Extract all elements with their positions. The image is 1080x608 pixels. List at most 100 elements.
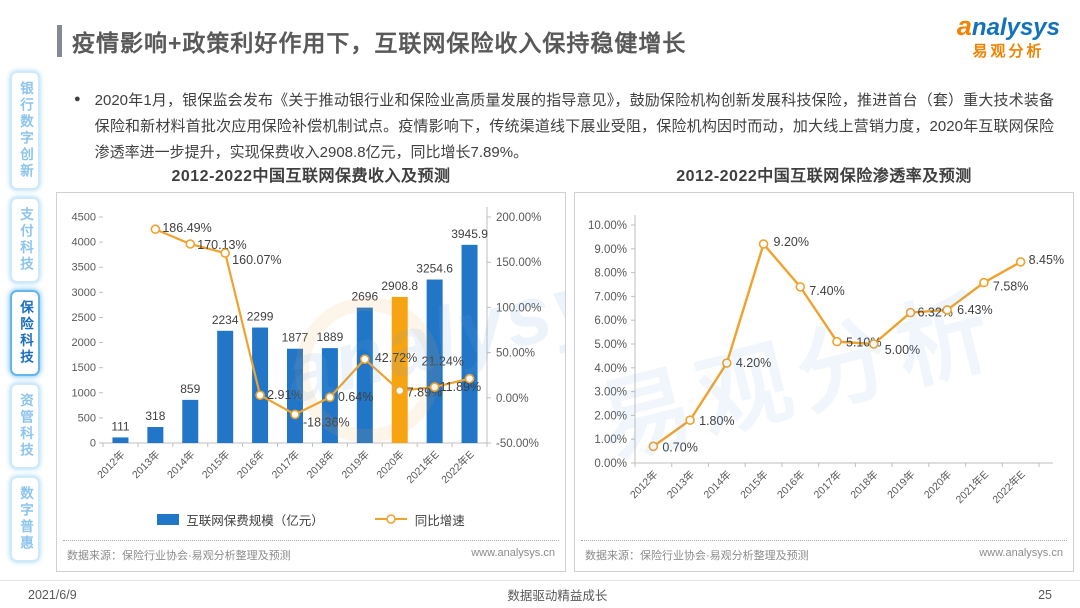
intro-text: 2020年1月，银保监会发布《关于推动银行业和保险业高质量发展的指导意见》，鼓励… xyxy=(94,92,1054,162)
svg-text:859: 859 xyxy=(180,382,200,396)
svg-text:0: 0 xyxy=(90,438,96,450)
svg-text:42.72%: 42.72% xyxy=(375,351,417,365)
svg-text:2022年E: 2022年E xyxy=(439,448,477,486)
svg-text:2.00%: 2.00% xyxy=(594,410,627,422)
footer-slogan: 数据驱动精益成长 xyxy=(507,589,608,603)
svg-text:10.00%: 10.00% xyxy=(588,220,627,232)
svg-text:2020年: 2020年 xyxy=(374,448,407,481)
line-legend-label: 同比增速 xyxy=(414,513,465,528)
svg-text:2014年: 2014年 xyxy=(701,468,734,501)
svg-text:1500: 1500 xyxy=(72,362,96,374)
left-chart-box: analysys 0 500 1000 1500 2000 2500 3000 3500 400… xyxy=(56,192,566,572)
svg-text:3.00%: 3.00% xyxy=(594,387,627,399)
line-legend-marker xyxy=(374,514,407,524)
svg-text:9.00%: 9.00% xyxy=(594,244,627,256)
right-chart-box: 易观分析 0.00% 1.00% 2.00% 3.00% 4.00% 5.00% 6.00%… xyxy=(574,192,1074,572)
legend-item-bars: 互联网保费规模（亿元） xyxy=(157,510,324,529)
svg-text:2021年E: 2021年E xyxy=(953,468,991,506)
svg-text:500: 500 xyxy=(78,412,96,424)
left-chart-website: www.analysys.cn xyxy=(471,547,555,559)
svg-text:160.07%: 160.07% xyxy=(232,253,281,267)
svg-text:9.20%: 9.20% xyxy=(774,235,809,249)
svg-text:2015年: 2015年 xyxy=(199,448,232,481)
svg-text:2234: 2234 xyxy=(212,313,239,327)
svg-text:7.40%: 7.40% xyxy=(809,284,844,298)
svg-text:3500: 3500 xyxy=(72,262,96,274)
svg-text:2018年: 2018年 xyxy=(304,448,337,481)
svg-text:100.00%: 100.00% xyxy=(496,302,541,314)
svg-text:170.13%: 170.13% xyxy=(197,238,246,252)
svg-text:2.91%: 2.91% xyxy=(267,388,302,402)
right-chart-source-row: 数据来源：保险行业协会·易观分析整理及预测 www.analysys.cn xyxy=(581,540,1067,571)
svg-text:6.43%: 6.43% xyxy=(957,303,992,317)
svg-text:2022年E: 2022年E xyxy=(990,468,1028,506)
sidebar-item-bank-digital[interactable]: 银行数字创新 xyxy=(10,71,40,190)
sidebar-item-payment-tech[interactable]: 支付科技 xyxy=(10,197,40,283)
sidebar-item-digital-inclusion[interactable]: 数字普惠 xyxy=(10,476,40,562)
right-chart-title: 2012-2022中国互联网保险渗透率及预测 xyxy=(676,168,972,185)
svg-text:2016年: 2016年 xyxy=(234,448,267,481)
svg-text:6.00%: 6.00% xyxy=(594,315,627,327)
svg-text:1.80%: 1.80% xyxy=(699,414,734,428)
svg-text:2500: 2500 xyxy=(72,312,96,324)
left-chart-source: 数据来源：保险行业协会·易观分析整理及预测 xyxy=(67,550,291,562)
svg-text:8.45%: 8.45% xyxy=(1029,253,1064,267)
svg-text:200.00%: 200.00% xyxy=(496,212,541,224)
svg-text:2013年: 2013年 xyxy=(664,468,697,501)
penetration-chart-svg: 0.00% 1.00% 2.00% 3.00% 4.00% 5.00% 6.00% 7.00%… xyxy=(588,215,1064,506)
svg-text:2696: 2696 xyxy=(351,290,378,304)
bar-legend-swatch xyxy=(157,513,180,525)
svg-text:0.00%: 0.00% xyxy=(594,458,627,470)
svg-text:2000: 2000 xyxy=(72,337,96,349)
svg-text:3945.9: 3945.9 xyxy=(451,227,488,241)
svg-text:21.24%: 21.24% xyxy=(422,355,464,369)
svg-text:2014年: 2014年 xyxy=(164,448,197,481)
analysys-logo: analysys 易观分析 xyxy=(957,12,1060,60)
svg-text:7.58%: 7.58% xyxy=(993,280,1028,294)
svg-text:2019年: 2019年 xyxy=(884,468,917,501)
svg-text:2017年: 2017年 xyxy=(811,468,844,501)
svg-text:4.00%: 4.00% xyxy=(594,363,627,375)
svg-text:5.00%: 5.00% xyxy=(885,343,920,357)
svg-text:2012年: 2012年 xyxy=(627,468,660,501)
right-chart-source: 数据来源：保险行业协会·易观分析整理及预测 xyxy=(585,550,809,562)
left-chart-legend: 互联网保费规模（亿元） 同比增速 xyxy=(63,507,559,531)
svg-text:2019年: 2019年 xyxy=(339,448,372,481)
svg-text:3254.6: 3254.6 xyxy=(416,262,453,276)
footer-date: 2021/6/9 xyxy=(28,587,77,602)
svg-text:1889: 1889 xyxy=(317,330,344,344)
logo-brand-text: analysys xyxy=(956,11,1060,41)
sidebar-item-asset-mgmt-tech[interactable]: 资管科技 xyxy=(10,383,40,469)
svg-text:-50.00%: -50.00% xyxy=(496,438,539,450)
intro-paragraph: ● 2020年1月，银保监会发布《关于推动银行业和保险业高质量发展的指导意见》，… xyxy=(74,88,1054,166)
premium-income-chart-svg: 0 500 1000 1500 2000 2500 3000 3500 4000 4500 -50.… xyxy=(72,207,541,486)
svg-text:2299: 2299 xyxy=(247,310,274,324)
svg-text:7.00%: 7.00% xyxy=(594,291,627,303)
logo-brand-cn: 易观分析 xyxy=(972,42,1045,60)
svg-text:318: 318 xyxy=(145,409,165,423)
page-footer: 2021/6/9 数据驱动精益成长 25 xyxy=(0,580,1080,608)
svg-text:4.20%: 4.20% xyxy=(736,356,771,370)
svg-text:-18.36%: -18.36% xyxy=(303,415,350,429)
svg-text:50.00%: 50.00% xyxy=(496,348,535,360)
bullet-marker: ● xyxy=(74,93,81,105)
svg-text:1877: 1877 xyxy=(282,331,309,345)
svg-text:0.70%: 0.70% xyxy=(662,440,697,454)
sidebar-item-insurance-tech[interactable]: 保险科技 xyxy=(10,290,40,376)
svg-text:2017年: 2017年 xyxy=(269,448,302,481)
svg-text:0.00%: 0.00% xyxy=(496,393,529,405)
svg-text:1.00%: 1.00% xyxy=(594,434,627,446)
slide-header: 疫情影响+政策利好作用下，互联网保险收入保持稳健增长 xyxy=(57,24,686,58)
bar-legend-label: 互联网保费规模（亿元） xyxy=(186,513,324,528)
penetration-chart-section: 2012-2022中国互联网保险渗透率及预测 易观分析 0.00% 1.00% 2.… xyxy=(574,162,1074,572)
svg-text:0.64%: 0.64% xyxy=(338,390,373,404)
left-chart-source-row: 数据来源：保险行业协会·易观分析整理及预测 www.analysys.cn xyxy=(63,540,559,571)
svg-text:3000: 3000 xyxy=(72,287,96,299)
page-title: 疫情影响+政策利好作用下，互联网保险收入保持稳健增长 xyxy=(72,30,687,56)
svg-text:2908.8: 2908.8 xyxy=(381,279,418,293)
svg-text:4500: 4500 xyxy=(72,212,96,224)
right-chart-website: www.analysys.cn xyxy=(979,547,1063,559)
charts-region: 2012-2022中国互联网保费收入及预测 analysys 0 500 1000 1… xyxy=(56,162,1074,572)
title-accent-bar xyxy=(57,25,62,57)
